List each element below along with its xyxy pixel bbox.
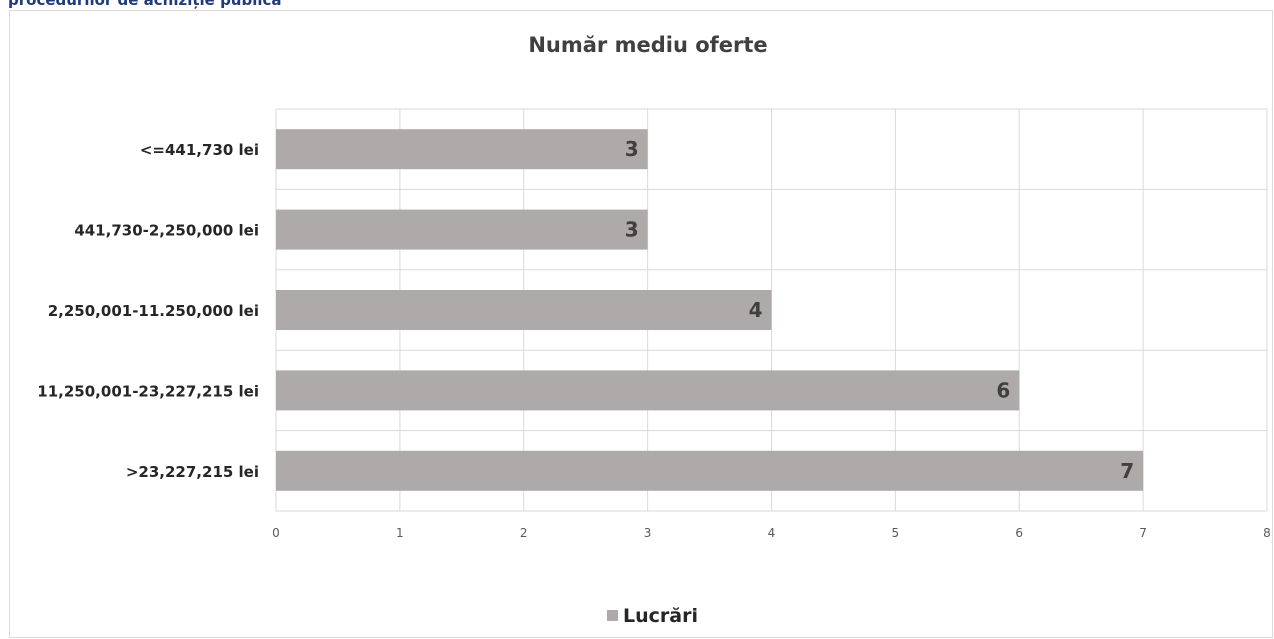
x-axis-ticks: 0 1 2 3 4 5 6 7 8 bbox=[272, 526, 1271, 540]
category-label: 441,730-2,250,000 lei bbox=[74, 222, 259, 240]
legend-label: Lucrări bbox=[623, 605, 698, 627]
data-label: 6 bbox=[996, 378, 1010, 402]
category-label: 2,250,001-11.250,000 lei bbox=[48, 302, 259, 320]
data-label: 3 bbox=[625, 137, 639, 161]
x-tick-label: 2 bbox=[520, 526, 528, 540]
bar bbox=[276, 450, 1144, 491]
data-label: 7 bbox=[1120, 459, 1134, 483]
data-label: 4 bbox=[749, 298, 763, 322]
x-tick-label: 0 bbox=[272, 526, 280, 540]
category-label: <=441,730 lei bbox=[140, 141, 259, 159]
bar bbox=[276, 209, 648, 250]
x-tick-label: 6 bbox=[1015, 526, 1023, 540]
bar bbox=[276, 129, 648, 170]
x-tick-label: 8 bbox=[1263, 526, 1271, 540]
legend: Lucrări bbox=[607, 605, 698, 627]
x-tick-label: 7 bbox=[1139, 526, 1147, 540]
bar bbox=[276, 370, 1020, 411]
page-heading: procedurilor de achiziție publică bbox=[8, 0, 282, 9]
x-tick-label: 4 bbox=[768, 526, 776, 540]
category-labels: <=441,730 lei 441,730-2,250,000 lei 2,250,… bbox=[37, 141, 259, 481]
bar bbox=[276, 290, 772, 330]
chart-title: Număr mediu oferte bbox=[528, 33, 767, 57]
data-label: 3 bbox=[625, 218, 639, 242]
category-label: >23,227,215 lei bbox=[126, 463, 259, 481]
x-tick-label: 5 bbox=[892, 526, 900, 540]
category-label: 11,250,001-23,227,215 lei bbox=[37, 382, 259, 400]
bars: 3 3 4 6 7 bbox=[276, 129, 1144, 491]
x-tick-label: 1 bbox=[396, 526, 404, 540]
legend-swatch bbox=[607, 610, 618, 621]
x-tick-label: 3 bbox=[644, 526, 652, 540]
